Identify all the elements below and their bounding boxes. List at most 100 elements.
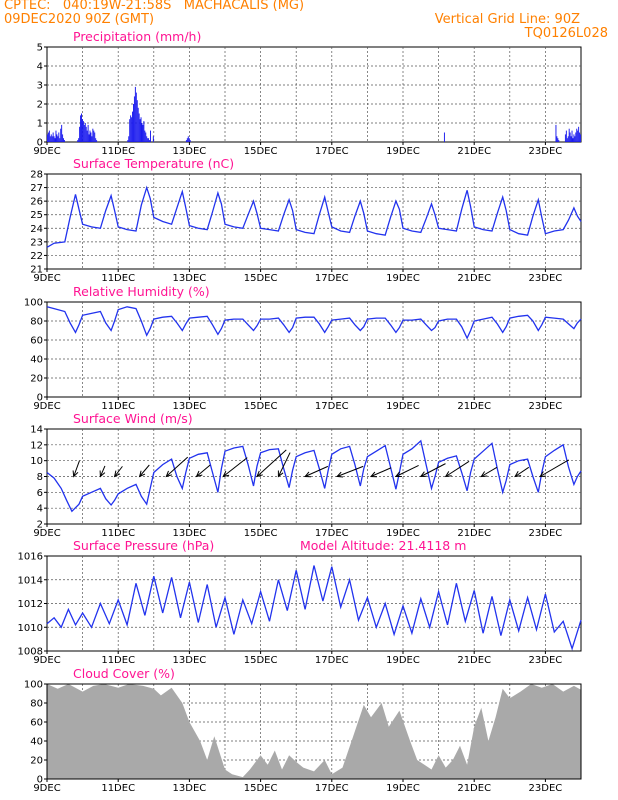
precip-bar [132,111,134,142]
precip-bar [85,126,87,142]
wind-vector [165,456,189,477]
precip-bar [51,136,53,142]
precipitation-title: Precipitation (mm/h) [73,29,201,44]
precip-bar [79,126,81,142]
precip-bar [80,115,82,142]
wind-ytick-label: 6 [37,488,43,499]
precip-bar [81,113,82,142]
wind-vector [277,452,291,477]
precip-bar [149,140,151,142]
precip-bar [565,130,567,142]
precip-bar [134,86,136,142]
precipitation-xtick-label: 19DEC [386,146,420,157]
precip-bar [571,130,573,142]
cloud-ytick-label: 0 [37,775,43,786]
wind-vector [256,449,287,477]
precip-bar [567,136,569,142]
temperature-ytick-label: 23 [30,237,43,248]
wind-vector-head [222,470,230,478]
precip-bar [55,130,57,142]
cloud-xtick-label: 11DEC [101,783,135,794]
precipitation-xtick-label: 15DEC [244,146,278,157]
precip-bar [50,134,52,142]
precip-bar [63,138,65,142]
wind-vector-head [99,470,106,478]
wind-vector [539,459,569,477]
precipitation-ytick-label: 1 [37,119,43,130]
humidity-frame [46,301,582,398]
precip-bar [137,107,139,142]
wind-vector-head [304,471,312,478]
precipitation-xtick-label: 21DEC [457,146,491,157]
precip-bar [129,119,131,142]
cloud-cover-area [47,684,581,779]
precip-bar [575,132,577,142]
wind-vector-head [369,471,378,478]
wind-vector [196,464,211,477]
humidity-ytick-label: 40 [30,355,43,366]
precip-bar [84,123,86,142]
header-model-code: TQ0126L028 [524,26,608,41]
temperature-frame [46,173,582,270]
cloud-xtick-label: 21DEC [457,783,491,794]
precip-bar [88,134,90,142]
wind-vector-head [256,470,263,478]
precip-bar [574,136,576,142]
humidity-line [46,306,582,340]
wind-vector [222,457,248,477]
wind-vector-head [138,470,146,478]
wind-vector-head [165,470,173,478]
temperature-ytick-label: 28 [30,170,43,181]
humidity-ytick-label: 100 [24,298,43,309]
precip-bar [557,138,559,142]
precip-bar [555,124,557,142]
precip-bar [148,138,150,142]
pressure-ytick-label: 1012 [18,599,43,610]
precip-bar [145,132,147,142]
wind-xtick-label: 19DEC [386,528,420,539]
wind-xtick-label: 13DEC [173,528,207,539]
humidity-ytick-label: 80 [30,317,43,328]
humidity-xtick-label: 11DEC [101,401,135,412]
precipitation-ytick-label: 0 [37,138,43,149]
precip-bar [89,130,91,142]
precip-bar [59,138,61,142]
temperature-ytick-label: 22 [30,251,43,262]
precip-bar [572,138,574,142]
wind-vector [114,466,123,477]
precip-bar [570,136,572,142]
wind-vector [336,465,364,477]
wind-xtick-label: 23DEC [529,528,563,539]
pressure-xtick-label: 11DEC [101,655,135,666]
wind-ytick-label: 4 [37,504,43,515]
wind-vector-head [195,470,203,478]
precip-bar [141,123,143,142]
precip-bar [64,140,65,142]
precip-bar [564,134,566,142]
pressure-xtick-label: 21DEC [457,655,491,666]
wind-vector-head [480,471,488,478]
precip-bar [140,117,142,142]
cloud-xtick-label: 17DEC [315,783,349,794]
precip-bar [95,138,97,142]
wind-vector-head [419,471,427,478]
wind-vector [99,465,106,477]
precip-bar [78,138,80,142]
pressure-line [46,565,582,651]
precipitation-ytick-label: 3 [37,81,43,92]
temperature-xtick-label: 15DEC [244,273,278,284]
precipitation-xtick-label: 13DEC [173,146,207,157]
humidity-panel: 0 20 40 60 80 100 9DEC 11DEC 13DEC 15DEC 17DEC 19DE… [24,284,582,412]
wind-vector [514,466,530,477]
wind-ytick-label: 14 [30,425,43,436]
wind-ytick-label: 8 [37,472,43,483]
precip-bar [96,140,98,142]
temperature-line [46,185,582,248]
precip-bar [128,136,130,142]
pressure-xtick-label: 9DEC [33,655,60,666]
wind-vector [445,460,470,477]
humidity-xtick-label: 15DEC [244,401,278,412]
wind-vector [73,460,81,477]
humidity-title: Relative Humidity (%) [73,284,210,299]
precip-bar [136,100,138,142]
